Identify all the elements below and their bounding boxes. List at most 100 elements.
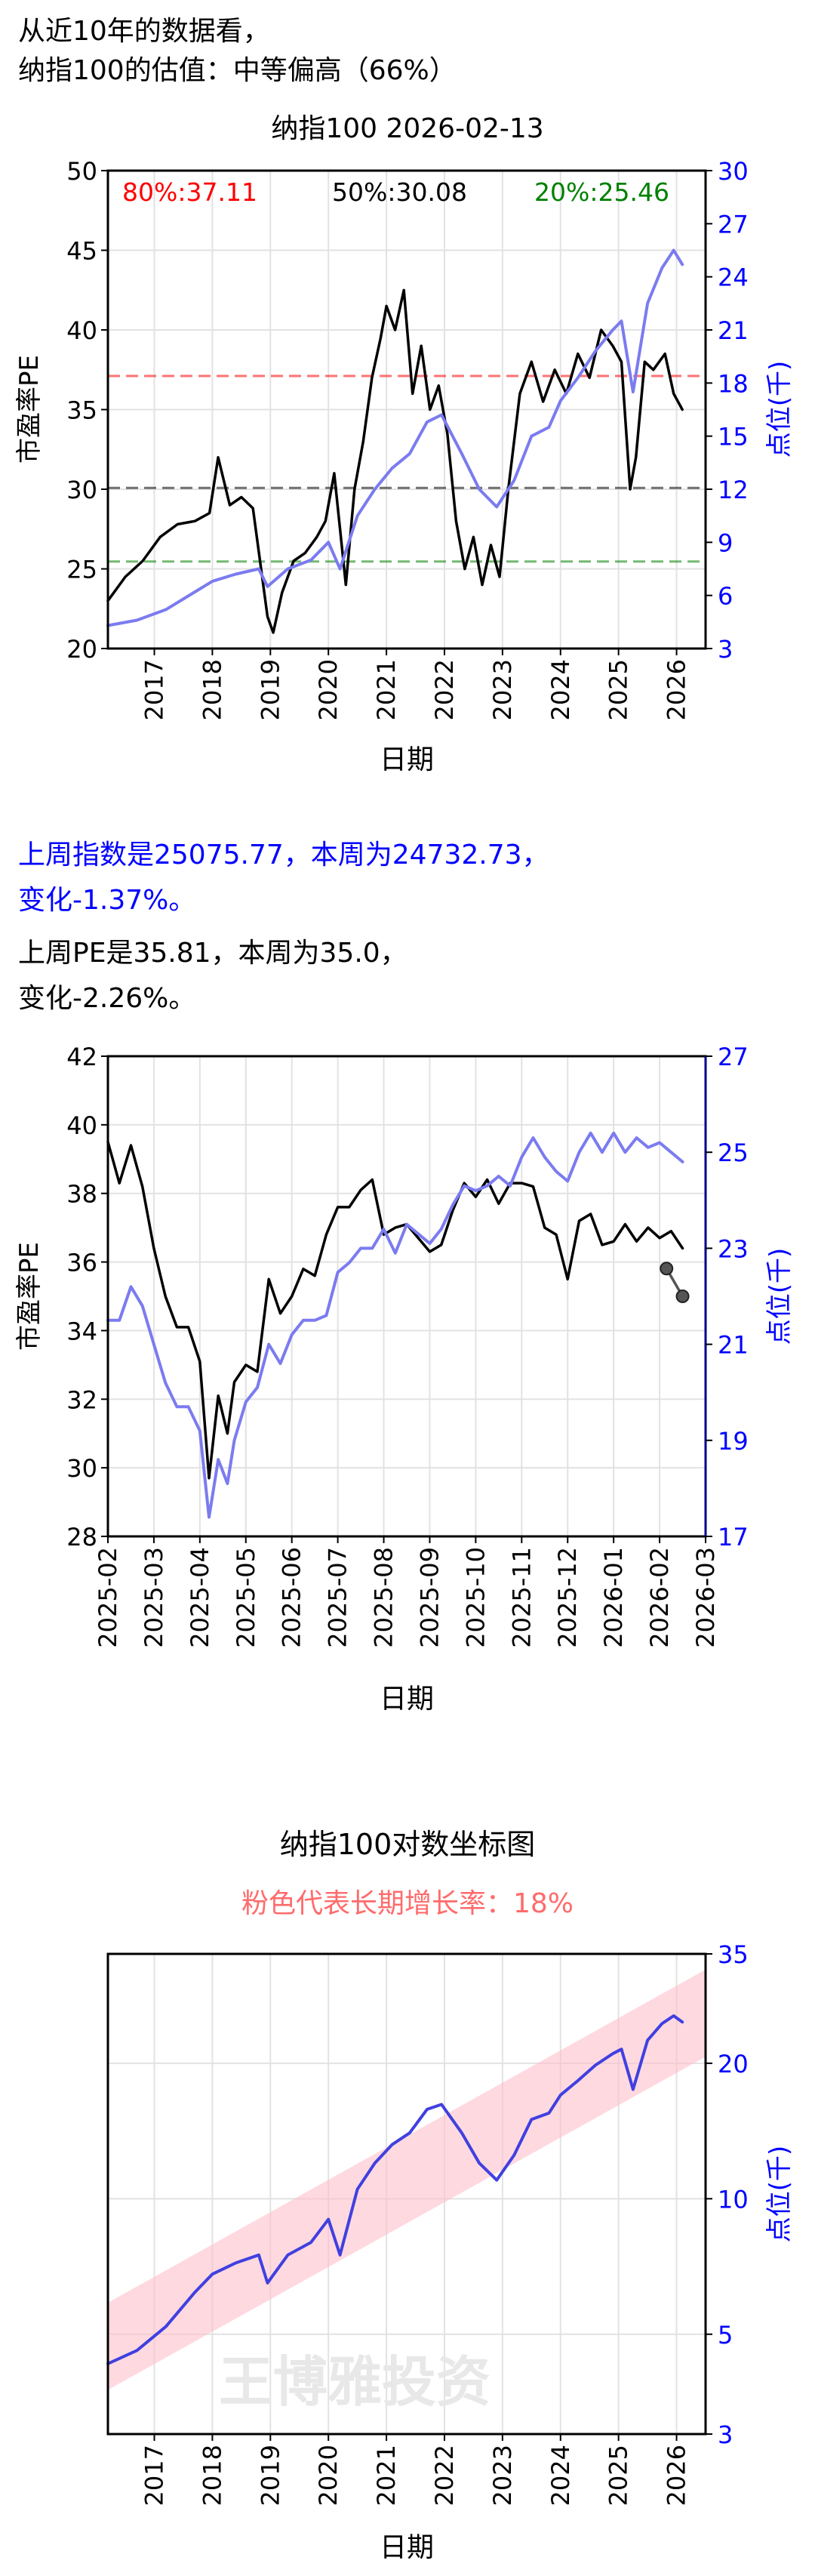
x-tick-label: 2025-11 xyxy=(507,1547,536,1648)
y2-tick-label: 27 xyxy=(718,210,749,239)
x-tick-label: 2024 xyxy=(546,2445,575,2506)
chart2-ylabel: 市盈率PE xyxy=(14,1242,45,1351)
y2-tick-label: 20 xyxy=(718,2050,749,2078)
y2-tick-label: 35 xyxy=(718,1940,749,1969)
x-tick-label: 2019 xyxy=(256,659,284,720)
series-line-right xyxy=(106,2014,684,2365)
summary-pe-line-2: 变化-2.26%。 xyxy=(18,983,196,1014)
chart3-title: 纳指100对数坐标图 xyxy=(280,1828,536,1861)
y-tick-label: 40 xyxy=(66,1111,97,1140)
x-tick-label: 2018 xyxy=(198,659,226,720)
chart1-ylabel: 市盈率PE xyxy=(14,355,45,464)
x-tick-label: 2020 xyxy=(314,659,343,720)
y2-tick-label: 15 xyxy=(718,423,749,451)
x-tick-label: 2020 xyxy=(314,2445,343,2506)
y2-tick-label: 10 xyxy=(718,2185,749,2214)
y-tick-label: 34 xyxy=(66,1317,97,1345)
percentile-label: 50%:30.08 xyxy=(332,177,467,207)
y2-tick-label: 3 xyxy=(718,635,733,664)
y2-tick-label: 6 xyxy=(718,582,733,611)
y-tick-label: 45 xyxy=(66,237,97,266)
chart1-y2label: 点位(千) xyxy=(764,361,795,458)
y2-tick-label: 21 xyxy=(718,1331,749,1360)
y-tick-label: 36 xyxy=(66,1249,97,1277)
x-tick-label: 2026-02 xyxy=(645,1547,674,1648)
x-tick-label: 2025-12 xyxy=(553,1547,582,1648)
x-tick-label: 2023 xyxy=(488,2445,517,2506)
x-tick-label: 2021 xyxy=(372,2445,401,2506)
chart1-title: 纳指100 2026-02-13 xyxy=(271,113,543,144)
y-tick-label: 30 xyxy=(66,1454,97,1483)
x-tick-label: 2017 xyxy=(140,2445,169,2506)
y-tick-label: 50 xyxy=(66,157,97,186)
percentile-label: 80%:37.11 xyxy=(122,177,257,207)
x-tick-label: 2025 xyxy=(604,2445,633,2506)
series-line-left xyxy=(106,288,684,634)
series-line-left xyxy=(106,1140,684,1480)
latest-point xyxy=(660,1262,674,1276)
x-tick-label: 2019 xyxy=(256,2445,284,2506)
x-tick-label: 2025 xyxy=(604,659,633,720)
header-line-2: 纳指100的估值：中等偏高（66%） xyxy=(18,55,457,86)
x-tick-label: 2026-01 xyxy=(599,1547,628,1648)
y2-tick-label: 19 xyxy=(718,1427,749,1456)
x-tick-label: 2025-09 xyxy=(415,1547,444,1648)
summary-index-line-1: 上周指数是25075.77，本周为24732.73， xyxy=(18,840,549,870)
x-tick-label: 2022 xyxy=(430,659,459,720)
y-tick-label: 32 xyxy=(66,1385,97,1414)
y-tick-label: 20 xyxy=(66,635,97,664)
percentile-label: 20%:25.46 xyxy=(534,177,669,207)
y2-tick-label: 5 xyxy=(718,2321,733,2350)
x-tick-label: 2025-06 xyxy=(278,1547,306,1648)
x-tick-label: 2022 xyxy=(430,2445,459,2506)
header-line-1: 从近10年的数据看， xyxy=(18,16,270,47)
chart3-y2label: 点位(千) xyxy=(764,2146,795,2243)
pe-index-recent-chart: 28 30 32 34 36 38 40 42 17 19 21 23 25 27 2025-02 202… xyxy=(14,1043,795,1715)
y2-tick-label: 12 xyxy=(718,476,749,504)
x-tick-label: 2017 xyxy=(140,659,169,720)
series-line-right xyxy=(106,1131,684,1519)
watermark: 王博雅投资 xyxy=(219,2350,491,2414)
chart1-xlabel: 日期 xyxy=(380,744,434,775)
x-tick-label: 2026 xyxy=(663,659,691,720)
summary-pe-line-1: 上周PE是35.81，本周为35.0， xyxy=(18,938,408,969)
x-tick-label: 2018 xyxy=(198,2445,226,2506)
growth-band xyxy=(108,1969,706,2390)
y-tick-label: 28 xyxy=(66,1523,97,1551)
x-tick-label: 2025-05 xyxy=(232,1547,260,1648)
y-tick-label: 25 xyxy=(66,556,97,584)
x-tick-label: 2025-08 xyxy=(370,1547,398,1648)
x-tick-label: 2025-04 xyxy=(186,1547,214,1648)
x-tick-label: 2025-07 xyxy=(324,1547,352,1648)
x-tick-label: 2026-03 xyxy=(691,1547,720,1648)
y2-tick-label: 27 xyxy=(718,1043,749,1071)
y-tick-label: 42 xyxy=(66,1043,97,1071)
summary-index-line-2: 变化-1.37%。 xyxy=(18,885,196,916)
series-line-right xyxy=(106,248,684,627)
x-tick-label: 2026 xyxy=(663,2445,691,2506)
chart3-plot-frame xyxy=(106,1952,707,2436)
x-tick-label: 2025-03 xyxy=(140,1547,168,1648)
x-tick-label: 2021 xyxy=(372,659,401,720)
chart3-xlabel: 日期 xyxy=(380,2532,434,2563)
latest-point xyxy=(675,1290,690,1303)
y-tick-label: 35 xyxy=(66,396,97,425)
x-tick-label: 2024 xyxy=(546,659,575,720)
y-tick-label: 38 xyxy=(66,1180,97,1209)
y2-tick-label: 9 xyxy=(718,528,733,557)
x-tick-label: 2025-10 xyxy=(461,1547,490,1648)
x-tick-label: 2023 xyxy=(488,659,517,720)
y2-tick-label: 18 xyxy=(718,369,749,398)
y2-tick-label: 24 xyxy=(718,263,749,292)
y2-tick-label: 3 xyxy=(718,2420,733,2449)
y2-tick-label: 17 xyxy=(718,1523,749,1551)
chart2-xlabel: 日期 xyxy=(380,1684,434,1715)
x-tick-label: 2025-02 xyxy=(94,1547,122,1648)
y-tick-label: 30 xyxy=(66,476,97,504)
y2-tick-label: 25 xyxy=(718,1139,749,1167)
y2-tick-label: 23 xyxy=(718,1234,749,1263)
y2-tick-label: 21 xyxy=(718,316,749,345)
chart2-y2label: 点位(千) xyxy=(764,1248,795,1345)
